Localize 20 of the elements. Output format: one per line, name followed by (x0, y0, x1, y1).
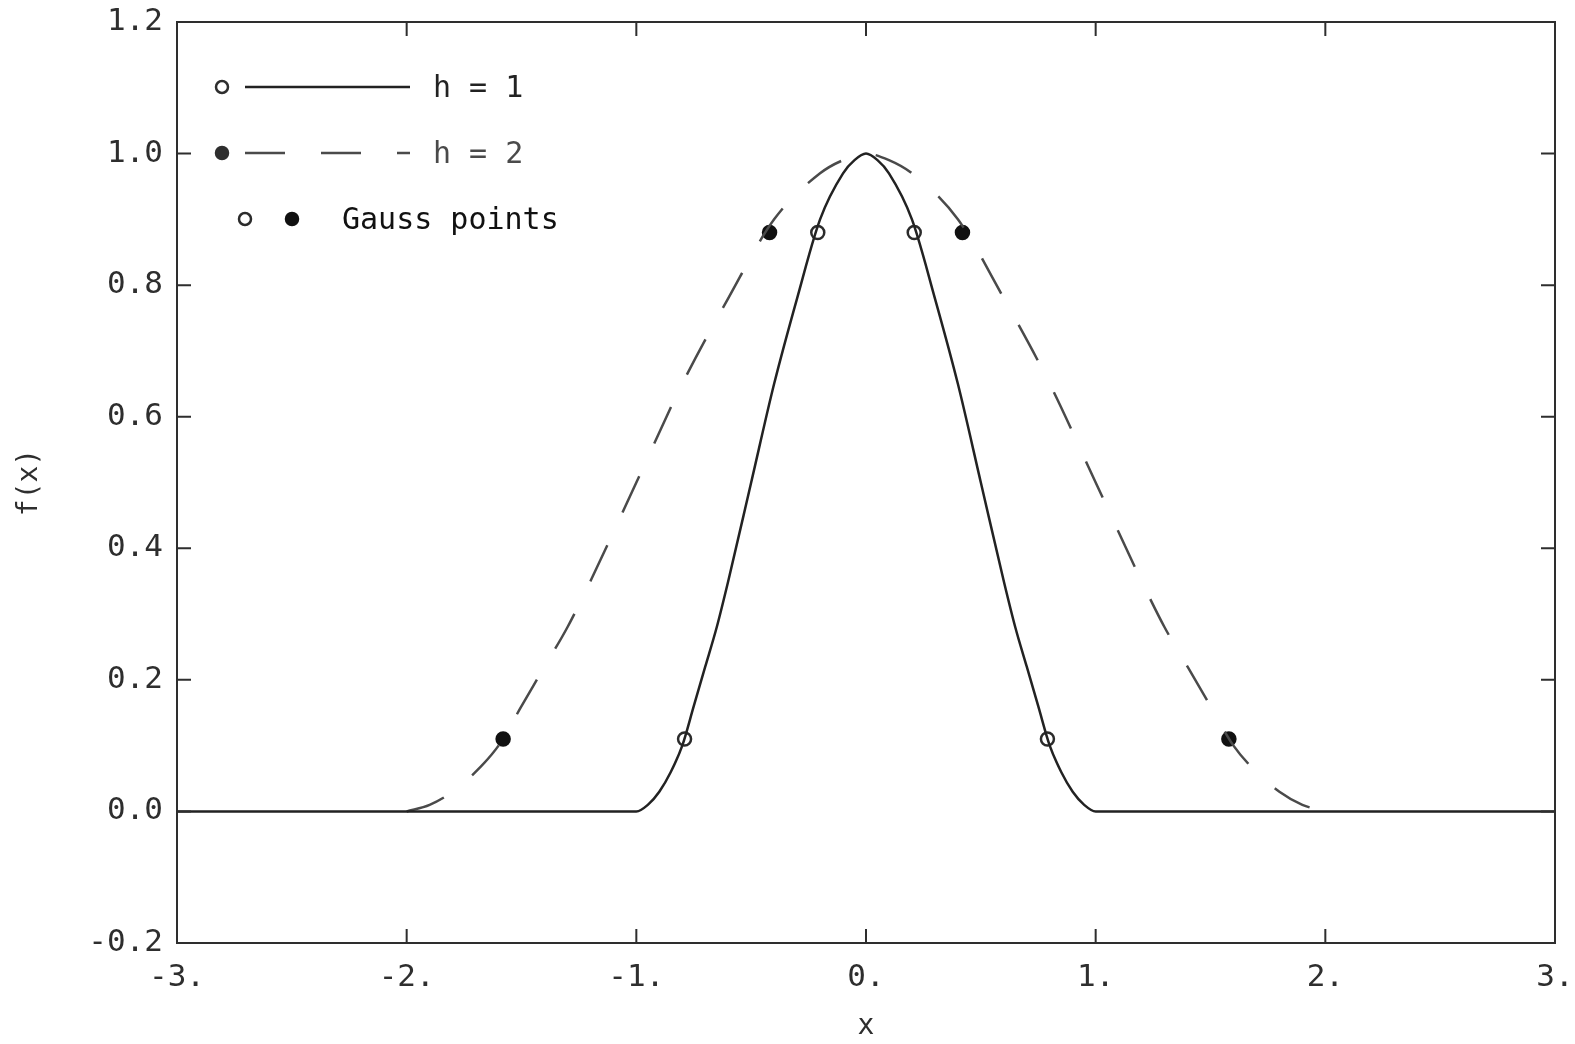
x-tick-label: 2. (1306, 956, 1344, 993)
y-tick-label: 1.2 (107, 1, 163, 38)
x-tick-label: 1. (1077, 956, 1115, 993)
y-tick-label: 0.6 (107, 395, 163, 432)
legend-label: Gauss points (342, 200, 559, 236)
y-tick-label: 0.0 (107, 790, 163, 827)
y-tick-label: -0.2 (88, 922, 163, 959)
y-tick-label: 0.8 (107, 264, 163, 301)
text: h = 2 (433, 134, 524, 170)
x-tick-label: 0. (847, 956, 885, 993)
y-tick-label: 0.4 (107, 527, 163, 564)
x-tick-label: -2. (378, 956, 435, 993)
x-tick-label: -1. (608, 956, 665, 993)
x-tick-label: -3. (149, 956, 205, 993)
y-axis-title: f(x) (11, 448, 45, 517)
y-tick-label: 0.2 (107, 658, 163, 695)
text: h = 1 (433, 68, 524, 104)
x-axis-title: x (857, 1008, 875, 1042)
x-tick-label: 3. (1536, 956, 1574, 993)
y-tick-label: 1.0 (107, 132, 163, 169)
